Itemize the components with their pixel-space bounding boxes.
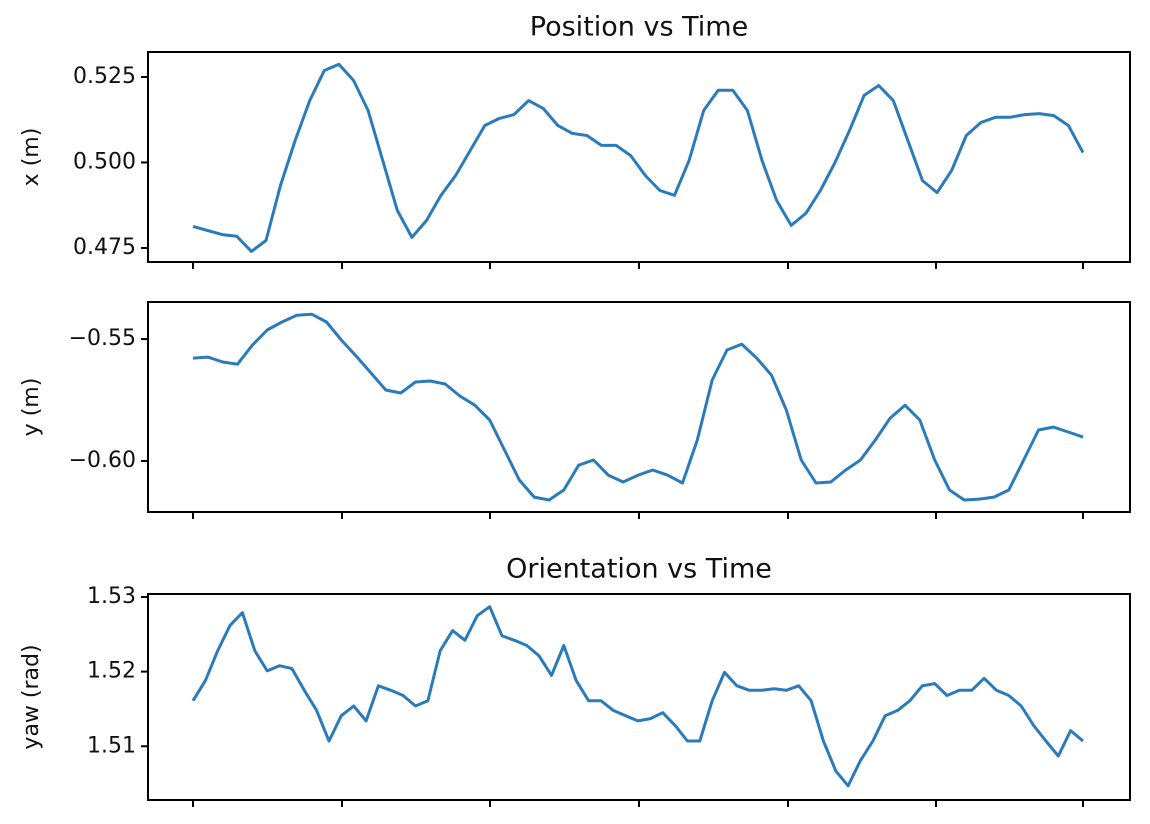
chart-title: Position vs Time [530, 12, 748, 43]
y-tick-label: −0.60 [69, 448, 136, 473]
data-line [192, 312, 1084, 502]
y-tick-label: 1.53 [87, 584, 136, 609]
y-tick-label: −0.55 [69, 326, 136, 351]
axes-frame [147, 51, 1131, 263]
y-tick-label: 1.51 [87, 733, 136, 758]
chart-title: Orientation vs Time [506, 554, 772, 585]
axes-frame [147, 301, 1131, 513]
data-line [191, 605, 1084, 788]
y-axis-label: yaw (rad) [19, 644, 44, 749]
y-tick-label: 1.52 [87, 659, 136, 684]
y-axis-label: y (m) [19, 378, 44, 437]
y-axis-label: x (m) [19, 128, 44, 187]
data-line [192, 62, 1085, 253]
y-tick-label: 0.475 [73, 235, 136, 260]
axes-frame [147, 593, 1131, 801]
y-tick-label: 0.500 [73, 149, 136, 174]
y-tick-label: 0.525 [73, 64, 136, 89]
